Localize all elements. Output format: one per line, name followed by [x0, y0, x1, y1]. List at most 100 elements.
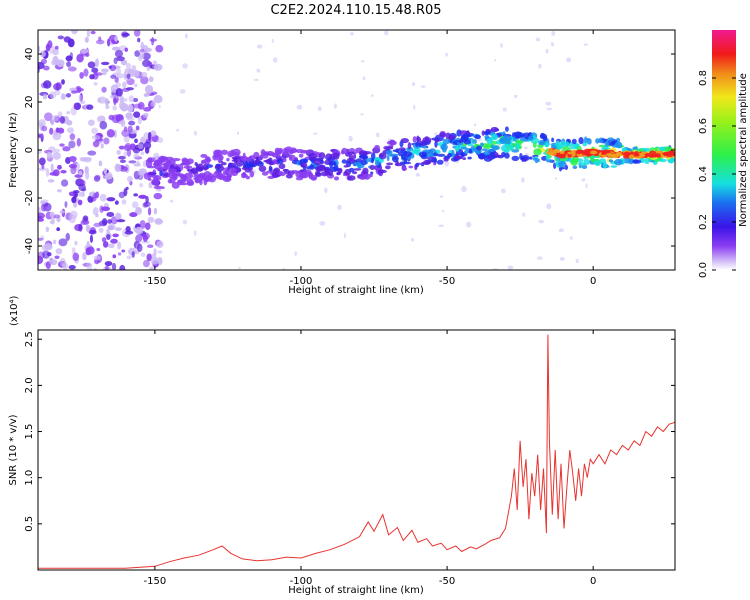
heatmap-cell [99, 120, 108, 130]
heatmap-cell [347, 151, 356, 155]
colorbar-tick-label: 0.8 [698, 70, 709, 86]
heatmap-cell [384, 30, 389, 36]
heatmap-cell [206, 164, 214, 168]
heatmap-cell [47, 179, 55, 183]
heatmap-cell [133, 153, 140, 159]
heatmap-cell [49, 172, 58, 176]
heatmap-cell [101, 206, 111, 212]
heatmap-cell [271, 38, 274, 43]
heatmap-cell [114, 49, 124, 58]
heatmap-cell [112, 105, 118, 111]
heatmap-cell [121, 199, 127, 205]
heatmap-cell [119, 264, 126, 270]
heatmap-cell [71, 30, 78, 35]
heatmap-cell [106, 129, 115, 138]
heatmap-cell [227, 173, 232, 180]
heatmap-cell [62, 263, 66, 269]
heatmap-cell [608, 159, 614, 163]
heatmap-cell [514, 140, 524, 144]
heatmap-cell [151, 36, 155, 46]
heatmap-cell [511, 149, 520, 153]
heatmap-cell [91, 127, 98, 135]
heatmap-cell [546, 107, 552, 111]
heatmap-cell [285, 148, 290, 152]
heatmap-cell [45, 226, 50, 233]
heatmap-cell [49, 91, 57, 99]
heatmap-cell [421, 145, 428, 149]
heatmap-cell [135, 125, 140, 131]
snr-ytick-label: 2.5 [24, 331, 35, 347]
heatmap-cell [205, 175, 209, 182]
heatmap-cell [466, 221, 472, 228]
heatmap-cell [42, 250, 50, 259]
heatmap-cell [137, 37, 141, 43]
heatmap-cell [85, 52, 90, 58]
heatmap-cell [514, 132, 522, 139]
heatmap-cell [271, 172, 279, 179]
heatmap-cell [668, 150, 675, 155]
heatmap-cell [87, 61, 96, 69]
heatmap-ytick-label: 20 [24, 96, 35, 109]
heatmap-cell [89, 74, 95, 80]
heatmap-cell [214, 165, 222, 169]
heatmap-cell [501, 151, 506, 157]
heatmap-cell [121, 129, 130, 137]
heatmap-cell [528, 156, 533, 160]
heatmap-cell [422, 149, 431, 153]
heatmap-cell [105, 265, 109, 270]
heatmap-cell [500, 43, 503, 49]
heatmap-cell [94, 58, 99, 68]
heatmap-cell [126, 255, 132, 260]
heatmap-cell [38, 167, 47, 172]
heatmap-cell [392, 155, 399, 163]
heatmap-cell [279, 172, 286, 177]
heatmap-cell [294, 250, 297, 257]
heatmap-cell [444, 160, 450, 167]
heatmap-cell [504, 126, 509, 132]
heatmap-cell [140, 76, 149, 85]
heatmap-cell [52, 131, 62, 141]
heatmap-cell [434, 132, 438, 136]
heatmap-cell [318, 152, 326, 160]
heatmap-cell [142, 160, 147, 168]
heatmap-cell [67, 66, 77, 72]
heatmap-cell [139, 182, 144, 188]
heatmap-cell [53, 116, 59, 122]
heatmap-cell [149, 130, 157, 137]
heatmap-cell [370, 158, 375, 164]
heatmap-cell [103, 137, 110, 145]
heatmap-cell [66, 111, 71, 115]
heatmap-cell [130, 69, 137, 77]
heatmap-cell [509, 145, 514, 152]
heatmap-cell [347, 175, 356, 181]
heatmap-cell [483, 130, 490, 136]
heatmap-cell [413, 104, 416, 111]
snr-xtick-label: -150 [144, 576, 167, 587]
heatmap-cell [112, 233, 119, 238]
heatmap-cell [193, 130, 198, 136]
heatmap-cell [236, 131, 240, 136]
heatmap-cell [589, 150, 598, 155]
heatmap-cell [231, 152, 240, 156]
heatmap-cell [38, 237, 44, 241]
heatmap-cell [523, 157, 527, 163]
heatmap-cell [222, 169, 230, 176]
heatmap-cell [66, 61, 72, 68]
heatmap-cell [360, 60, 365, 63]
heatmap-cell [442, 138, 451, 145]
heatmap-cell [493, 59, 497, 62]
heatmap-cell [95, 39, 105, 45]
heatmap-cell [324, 187, 328, 194]
heatmap-cell [645, 153, 652, 157]
heatmap-cell [97, 115, 106, 123]
heatmap-cell [78, 94, 82, 103]
heatmap-cell [137, 170, 146, 176]
heatmap-cell [462, 133, 470, 141]
heatmap-cell [146, 253, 152, 262]
heatmap-cell [499, 137, 507, 145]
heatmap-cell [126, 175, 133, 183]
heatmap-cell [653, 153, 661, 157]
heatmap-cell [43, 65, 50, 71]
heatmap-cell [40, 203, 47, 212]
heatmap-cell [140, 41, 145, 50]
